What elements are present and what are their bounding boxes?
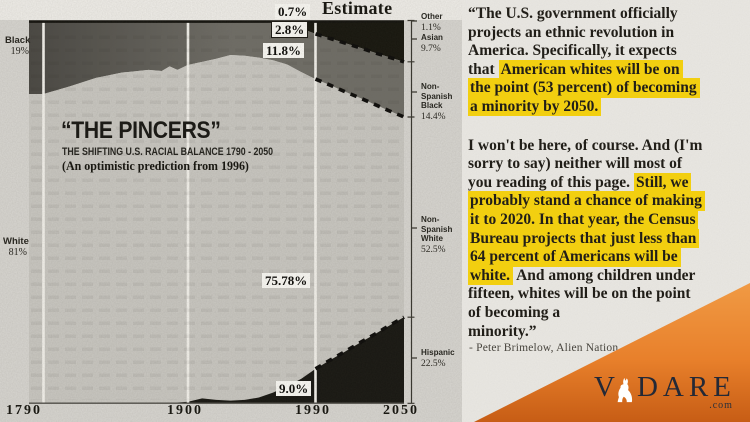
doe-silhouette-path xyxy=(617,378,633,403)
logo-letter-v: V xyxy=(594,371,615,403)
annotation-hispanic-9.0: 9.0% xyxy=(276,381,312,396)
end-label-asian-value: 9.7% xyxy=(421,43,441,54)
start-label-black: Black 19% xyxy=(5,35,31,58)
estimate-heading: Estimate xyxy=(322,0,393,18)
end-label-asian: Asian 9.7% xyxy=(421,32,444,54)
quote-paragraph: “The U.S. government officially projects … xyxy=(468,5,740,117)
start-label-white-name: White xyxy=(3,236,29,247)
quote-paragraph: I won't be here, of course. And (I'm sorr… xyxy=(468,137,740,342)
end-label-hispanic-name: Hispanic xyxy=(421,347,455,357)
pull-quote: “The U.S. government officially projects … xyxy=(468,5,740,361)
end-label-hispanic: Hispanic 22.5% xyxy=(421,347,456,369)
end-label-other-value: 1.1% xyxy=(421,22,441,33)
right-axis-bracket xyxy=(407,19,417,404)
start-label-white-value: 81% xyxy=(8,247,27,258)
end-label-other: Other 1.1% xyxy=(421,11,444,33)
start-label-white: White 81% xyxy=(3,236,29,259)
x-tick-1790: 1790 xyxy=(6,403,42,418)
highlighted-text: American whites will be on the point (53 … xyxy=(468,59,700,117)
end-label-hispanic-value: 22.5% xyxy=(421,358,446,369)
quote-attribution: - Peter Brimelow, Alien Nation xyxy=(469,342,619,354)
end-label-nsw-name: Non-Spanish White xyxy=(421,214,453,243)
annotation-black-11.8: 11.8% xyxy=(263,43,305,58)
chart-subtitle: THE SHIFTING U.S. RACIAL BALANCE 1790 - … xyxy=(62,146,274,158)
end-label-nsw-value: 52.5% xyxy=(421,244,446,255)
scan-ghost-text-noise xyxy=(31,26,401,400)
end-label-non-spanish-white: Non-Spanish White 52.5% xyxy=(421,214,462,255)
x-tick-1900: 1900 xyxy=(167,403,203,418)
end-label-other-name: Other xyxy=(421,11,443,21)
chart-title: “THE PINCERS” xyxy=(61,117,221,144)
quote-panel: “The U.S. government officially projects … xyxy=(462,0,750,422)
x-tick-2050: 2050 xyxy=(383,403,419,418)
chart-scan-panel: 0.7% 2.8% 11.8% 75.78% 9.0% Estimate “TH… xyxy=(0,0,462,422)
logo-letters-dare: DARE xyxy=(636,371,736,403)
end-label-asian-name: Asian xyxy=(421,32,443,42)
annotation-white-75.78: 75.78% xyxy=(262,273,311,288)
logo-tld: .com xyxy=(709,400,733,411)
end-label-nsb-name: Non-Spanish Black xyxy=(421,81,453,110)
vdare-logo: V DARE .com xyxy=(594,371,736,412)
end-label-nsb-value: 14.4% xyxy=(421,111,446,122)
end-label-non-spanish-black: Non-Spanish Black 14.4% xyxy=(421,81,462,122)
start-label-black-value: 19% xyxy=(10,46,29,57)
white-doe-icon xyxy=(617,378,633,403)
chart-note: (An optimistic prediction from 1996) xyxy=(62,158,249,173)
annotation-other-0.7: 0.7% xyxy=(275,4,311,19)
start-label-black-name: Black xyxy=(5,35,31,46)
annotation-asian-2.8: 2.8% xyxy=(271,21,309,38)
x-tick-1990: 1990 xyxy=(295,403,331,418)
